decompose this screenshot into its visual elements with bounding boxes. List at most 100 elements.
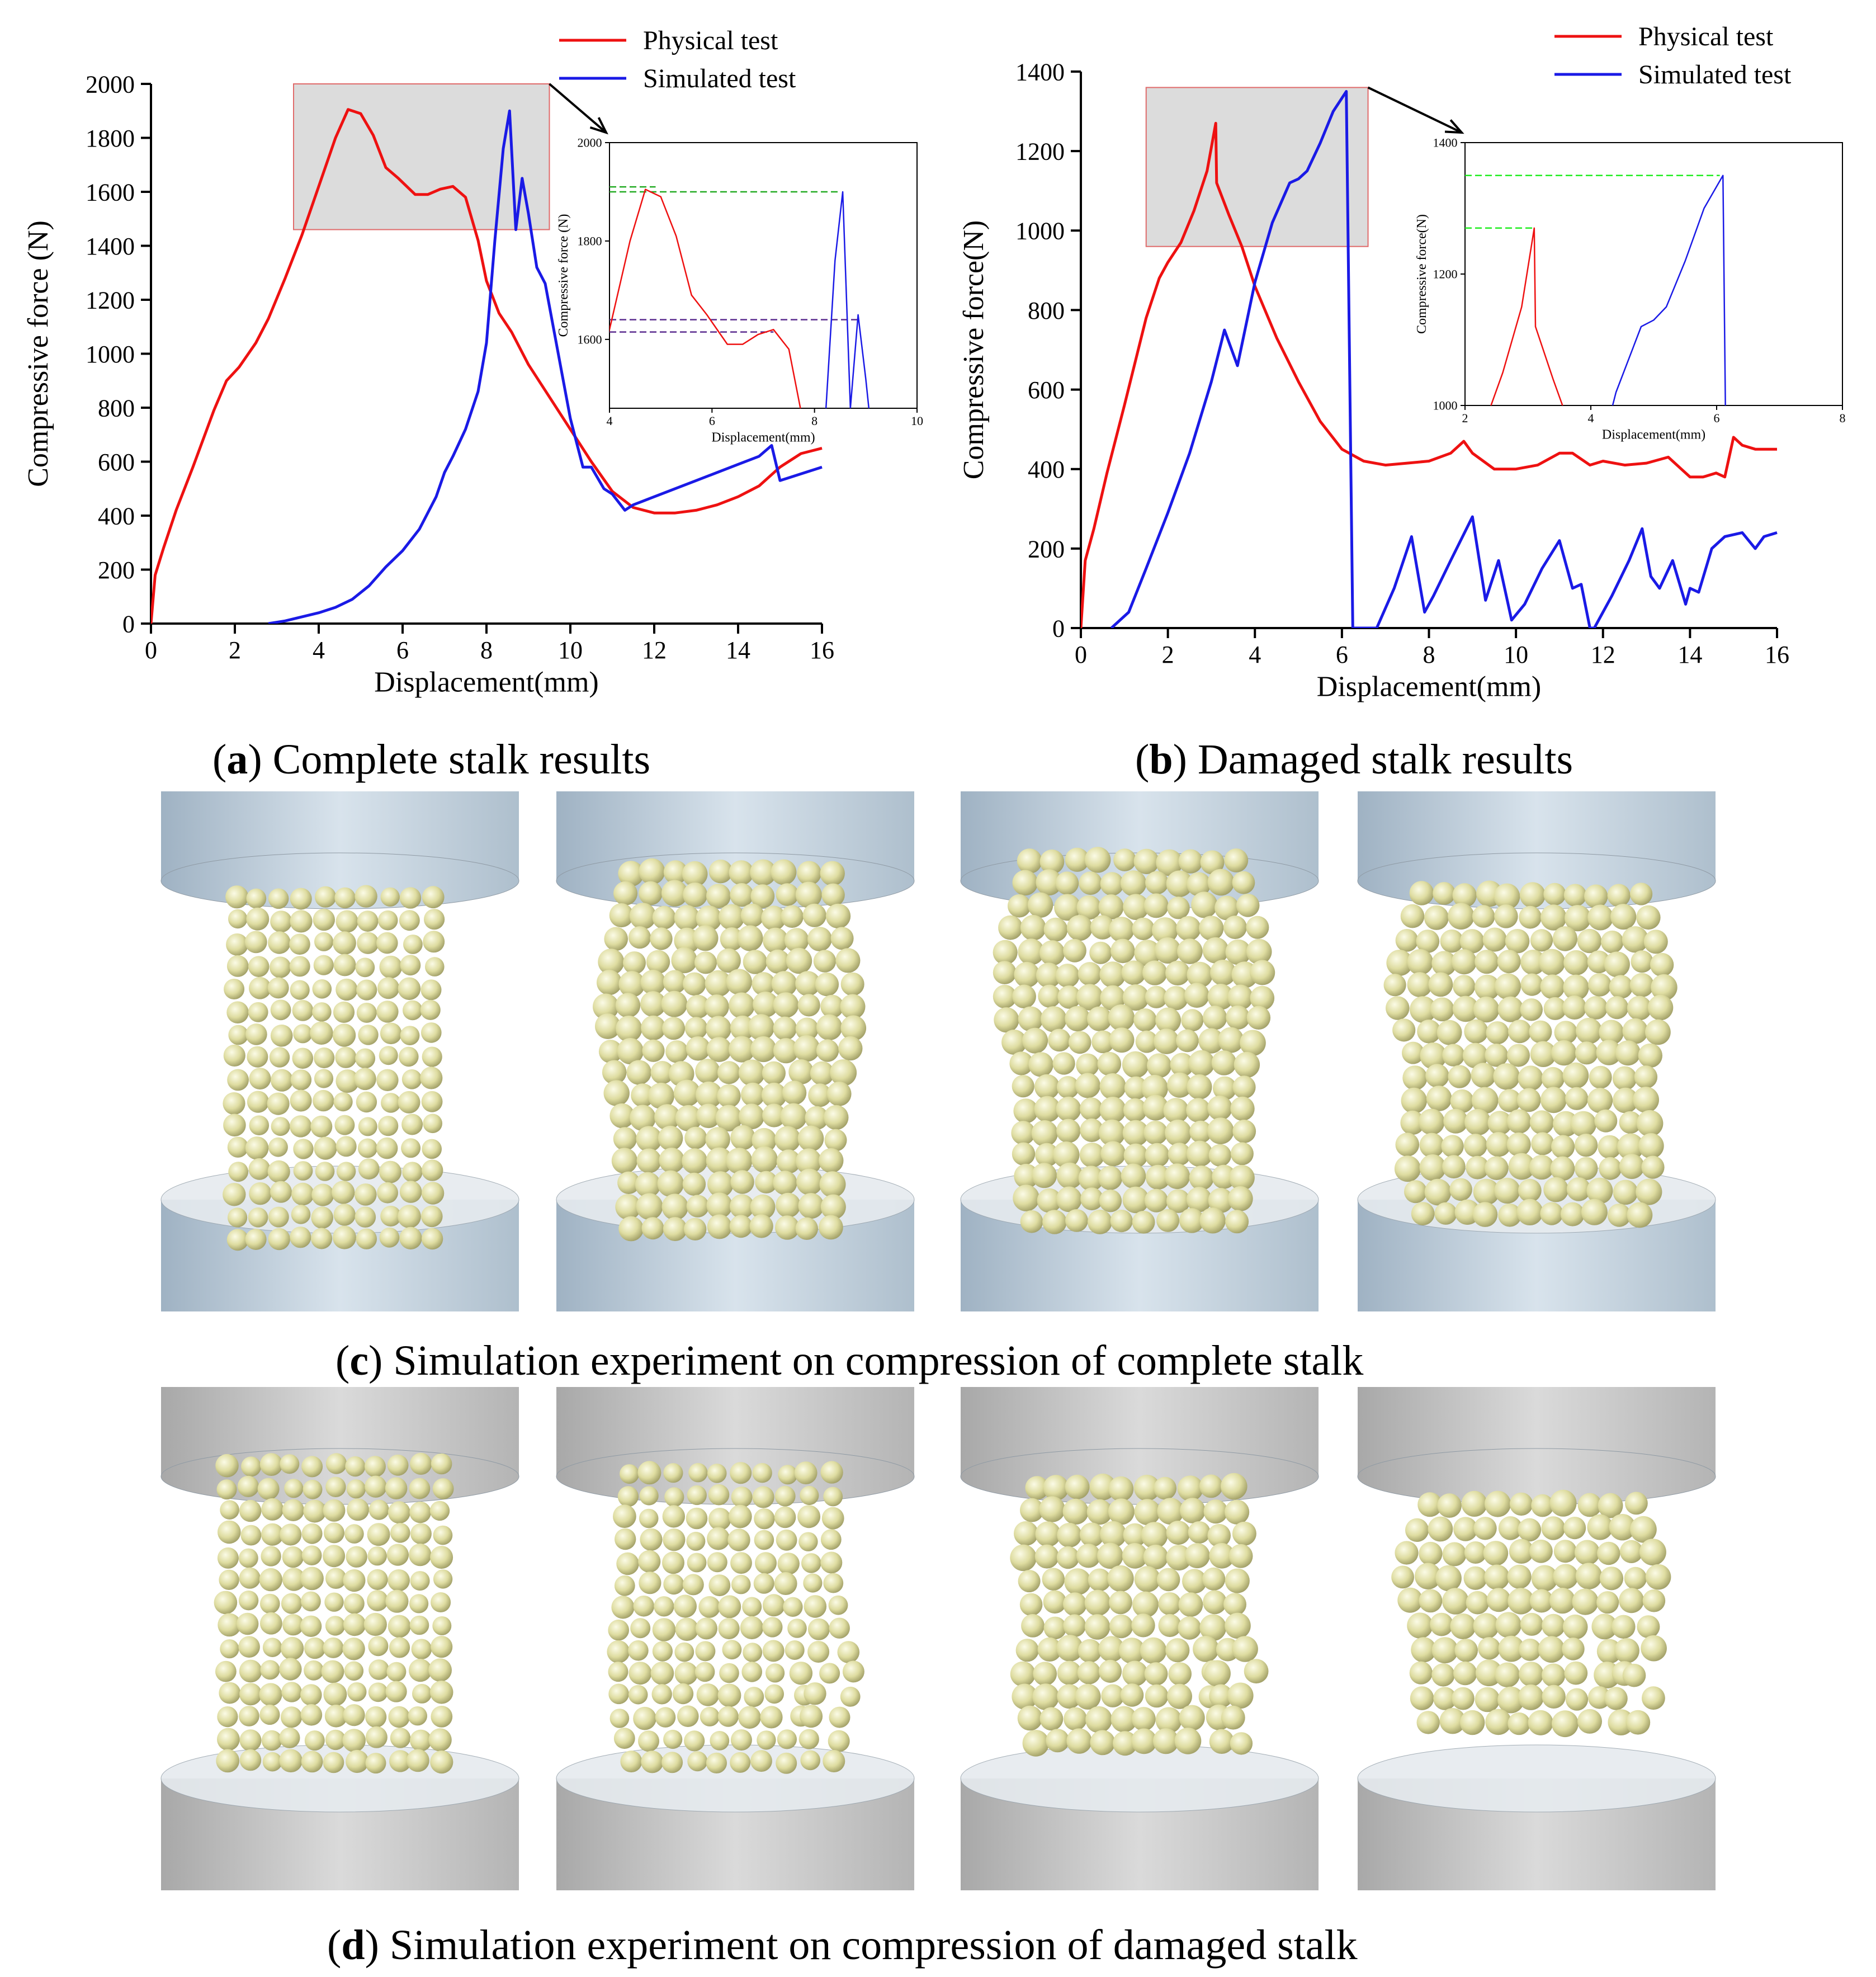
particle xyxy=(1141,1522,1168,1549)
particle xyxy=(628,1640,649,1661)
particle xyxy=(1405,1518,1429,1542)
particle xyxy=(1100,985,1126,1011)
particle xyxy=(740,1616,764,1640)
particle xyxy=(696,1103,721,1129)
particle xyxy=(695,1617,717,1640)
particle xyxy=(399,1226,422,1250)
particle xyxy=(706,884,731,909)
particle xyxy=(1230,1732,1253,1755)
particle xyxy=(1643,929,1668,954)
particle xyxy=(1417,1492,1443,1517)
particle xyxy=(238,1591,259,1611)
particle xyxy=(390,1728,411,1748)
y-tick-label: 200 xyxy=(1028,535,1065,563)
caption-a: (a) Complete stalk results xyxy=(212,736,651,783)
particle xyxy=(1431,1637,1458,1664)
particle xyxy=(674,905,700,931)
particle xyxy=(821,1507,844,1530)
particle xyxy=(694,951,717,974)
particle xyxy=(717,1706,739,1727)
particle xyxy=(707,1552,727,1573)
particle xyxy=(1542,1613,1566,1638)
y-tick-label: 1000 xyxy=(1015,218,1065,245)
particle xyxy=(1154,937,1181,964)
particle xyxy=(661,990,688,1017)
particle xyxy=(640,1528,663,1551)
particle xyxy=(694,1662,715,1682)
particle xyxy=(1619,1540,1643,1563)
particle xyxy=(1017,848,1042,874)
particle xyxy=(325,1476,346,1497)
particle xyxy=(224,979,245,999)
particle xyxy=(1099,1190,1122,1212)
particle xyxy=(1089,941,1112,964)
y-tick-label: 1800 xyxy=(86,125,135,152)
particle xyxy=(628,926,651,949)
particle xyxy=(300,1684,322,1706)
particle xyxy=(1516,1088,1541,1112)
particle xyxy=(618,861,644,887)
particle xyxy=(708,1484,730,1506)
y-tick-label: 400 xyxy=(98,502,135,530)
particle xyxy=(1619,1111,1642,1134)
particle xyxy=(237,1612,259,1635)
particle xyxy=(1497,1686,1524,1714)
particle xyxy=(1211,1050,1237,1075)
particle xyxy=(750,1036,777,1063)
particle xyxy=(1043,1616,1067,1640)
particle xyxy=(1630,883,1653,905)
particle xyxy=(1419,1133,1444,1158)
particle xyxy=(776,1149,801,1174)
particle xyxy=(358,1025,379,1045)
particle xyxy=(741,1082,765,1107)
particle xyxy=(1599,1566,1624,1591)
particle xyxy=(267,1160,290,1183)
particle xyxy=(840,994,866,1020)
x-tick-label: 6 xyxy=(709,414,715,428)
particle xyxy=(310,1115,333,1138)
particle xyxy=(355,885,377,908)
particle xyxy=(1165,1119,1192,1146)
particle xyxy=(1565,1688,1589,1711)
particle xyxy=(1056,1076,1080,1099)
particle xyxy=(1155,1007,1182,1034)
particle xyxy=(1022,1027,1048,1054)
particle xyxy=(1012,984,1036,1009)
particle xyxy=(433,1569,453,1589)
particle xyxy=(824,1105,849,1130)
particle xyxy=(1417,1020,1441,1044)
particle xyxy=(356,1091,377,1113)
particle xyxy=(1037,1188,1062,1213)
particle xyxy=(840,1686,861,1707)
y-axis-label: Compressive force(N) xyxy=(1415,214,1429,334)
particle xyxy=(246,888,267,909)
particle xyxy=(1451,949,1477,975)
particle xyxy=(1230,1142,1254,1166)
particle xyxy=(1466,1591,1490,1615)
particle xyxy=(1395,1133,1420,1157)
particle xyxy=(239,1548,258,1568)
particle xyxy=(1651,974,1677,1001)
particle xyxy=(663,1729,683,1749)
particle xyxy=(430,1546,453,1569)
particle xyxy=(271,1117,290,1136)
particle xyxy=(816,1039,839,1062)
particle xyxy=(433,1525,453,1545)
caption-c: (c) Simulation experiment on compression… xyxy=(335,1337,1364,1384)
inset-series-line-physical xyxy=(609,188,801,408)
particle xyxy=(429,1681,453,1704)
particle xyxy=(1638,1043,1662,1068)
particle xyxy=(1431,1663,1455,1687)
particle xyxy=(1015,1639,1039,1662)
particle xyxy=(422,886,445,909)
particle xyxy=(377,1182,398,1204)
particle xyxy=(1607,1204,1631,1227)
particle xyxy=(1411,1202,1435,1226)
particle xyxy=(664,1487,684,1507)
particle xyxy=(1147,1053,1171,1078)
particle xyxy=(1134,1499,1161,1526)
particle xyxy=(344,1524,364,1544)
particle xyxy=(754,1508,775,1530)
particle xyxy=(771,971,797,997)
particle xyxy=(422,1046,442,1067)
